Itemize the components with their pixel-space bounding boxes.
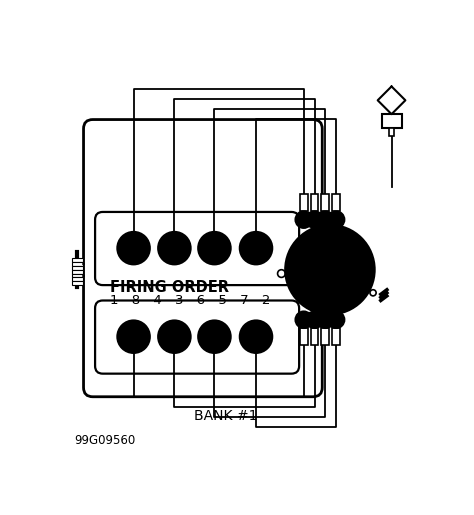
Text: 8: 8 [251,241,261,255]
Bar [332,194,340,211]
Bar [310,194,319,211]
Bar [72,266,83,270]
Text: 8: 8 [301,215,307,225]
Text: 7: 7 [311,315,318,325]
Text: 6: 6 [210,241,219,255]
Polygon shape [378,87,405,114]
Circle shape [285,225,374,314]
Circle shape [118,232,150,264]
Text: 2: 2 [311,215,318,225]
Text: 4: 4 [322,215,328,225]
Bar [72,278,83,281]
Text: 2: 2 [129,241,138,255]
Bar [310,328,319,345]
Text: 1 - 8 - 4 - 3 - 6 - 5 - 7 - 2: 1 - 8 - 4 - 3 - 6 - 5 - 7 - 2 [110,294,271,307]
Text: 6: 6 [333,215,339,225]
Bar [321,328,329,345]
Bar [72,258,83,262]
Bar [300,328,308,345]
Circle shape [240,232,272,264]
Bar [389,128,394,136]
Bar [332,328,340,345]
Text: 4: 4 [170,241,179,255]
FancyBboxPatch shape [83,119,322,397]
Circle shape [198,320,231,353]
Bar [72,273,83,278]
Text: FIRING ORDER: FIRING ORDER [110,280,229,295]
Circle shape [328,211,345,228]
Text: 7: 7 [251,329,261,344]
Circle shape [158,232,191,264]
Text: 3: 3 [322,315,328,325]
Circle shape [118,320,150,353]
Circle shape [295,211,312,228]
Bar [72,270,83,273]
Text: 3: 3 [170,329,179,344]
FancyBboxPatch shape [95,300,299,374]
Text: 99G09560: 99G09560 [74,434,136,447]
Circle shape [306,211,323,228]
Circle shape [158,320,191,353]
Circle shape [240,320,272,353]
FancyBboxPatch shape [95,212,299,285]
Text: 5: 5 [333,315,339,325]
Text: 1: 1 [129,329,138,344]
Bar [300,194,308,211]
Bar [72,281,83,285]
Bar [72,262,83,266]
Text: BANK #1: BANK #1 [194,409,258,423]
Circle shape [317,311,334,328]
Circle shape [295,311,312,328]
Circle shape [317,211,334,228]
Text: 5: 5 [210,329,219,344]
Text: 1: 1 [301,315,307,325]
Circle shape [198,232,231,264]
Bar [382,114,401,128]
Circle shape [328,311,345,328]
Circle shape [306,311,323,328]
Bar [321,194,329,211]
